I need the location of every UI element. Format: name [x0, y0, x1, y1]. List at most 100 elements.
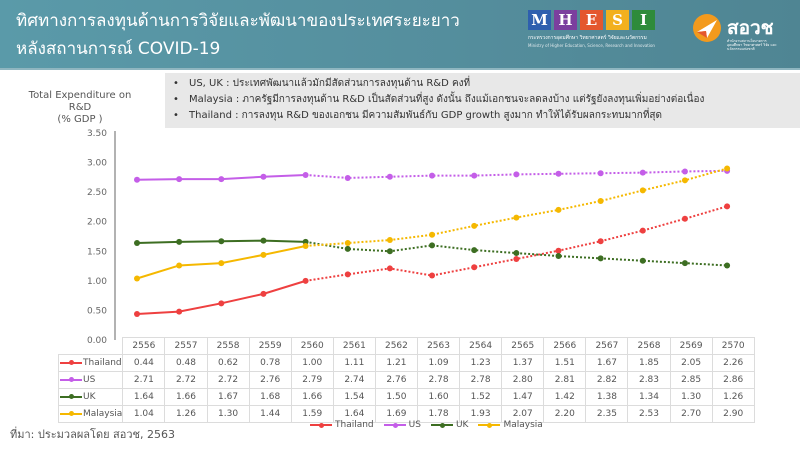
legend-item-uk: UK: [430, 420, 468, 430]
data-point: [344, 174, 351, 181]
data-point: [302, 277, 309, 284]
note-text: Malaysia : ภาครัฐมีการลงทุนด้าน R&D เป็น…: [189, 94, 705, 105]
table-year-header: 2568: [627, 337, 671, 355]
data-point: [134, 176, 140, 183]
data-point: [344, 271, 351, 278]
table-cell: 2.79: [290, 371, 334, 389]
table-cell: 2.20: [543, 405, 587, 423]
table-cell: 1.54: [332, 388, 376, 406]
note-item: • US, UK : ประเทศพัฒนาแล้วมักมีสัดส่วนการ…: [173, 76, 800, 92]
data-point: [260, 237, 267, 244]
data-point: [429, 272, 436, 279]
data-point: [386, 265, 393, 272]
data-point: [302, 242, 309, 249]
series-name: US: [83, 375, 96, 385]
data-point: [681, 177, 688, 184]
y-axis-title-line2: (% GDP ): [57, 114, 103, 125]
table-cell: 1.30: [669, 388, 713, 406]
table-cell: 2.90: [711, 405, 755, 423]
table-cell: 2.76: [374, 371, 418, 389]
data-point: [429, 231, 436, 238]
table-cell: 1.04: [122, 405, 166, 423]
data-point: [597, 170, 604, 177]
table-cell: 2.80: [501, 371, 545, 389]
data-point: [597, 255, 604, 262]
table-cell: 2.26: [711, 354, 755, 372]
series-name: Malaysia: [83, 409, 123, 419]
table-cell: 1.85: [627, 354, 671, 372]
table-cell: 2.81: [543, 371, 587, 389]
data-point: [555, 247, 562, 254]
table-cell: 2.05: [669, 354, 713, 372]
y-tick-label: 1.50: [87, 247, 107, 257]
data-point: [513, 214, 520, 221]
legend-item-us: US: [383, 420, 421, 430]
data-point: [471, 247, 478, 254]
data-point: [386, 248, 393, 255]
data-point: [218, 176, 225, 183]
table-year-header: 2564: [459, 337, 503, 355]
note-text: US, UK : ประเทศพัฒนาแล้วมักมีสัดส่วนการล…: [189, 78, 471, 89]
legend-line-icon: [310, 422, 332, 428]
chart-legend: Thailand US UK Malaysia: [310, 420, 543, 430]
table-year-header: 2560: [290, 337, 334, 355]
table-cell: 2.85: [669, 371, 713, 389]
table-cell: 0.62: [206, 354, 250, 372]
data-point: [639, 187, 646, 194]
data-point: [176, 308, 183, 315]
data-point: [302, 238, 309, 245]
series-key-icon: [60, 377, 82, 382]
table-cell: 1.66: [164, 388, 208, 406]
table-cell: 2.53: [627, 405, 671, 423]
data-point: [386, 173, 393, 180]
series-thailand: [134, 203, 731, 317]
y-tick-label: 0.50: [87, 306, 107, 316]
data-point: [639, 227, 646, 234]
data-point: [471, 222, 478, 229]
data-point: [471, 264, 478, 271]
ora-paper-plane-icon: [693, 14, 721, 42]
table-cell: 1.64: [122, 388, 166, 406]
data-point: [260, 251, 267, 258]
data-point: [681, 215, 688, 222]
data-point: [134, 275, 140, 282]
bullet-icon: •: [173, 110, 179, 121]
table-cell: 1.37: [501, 354, 545, 372]
legend-label: Malaysia: [503, 420, 543, 430]
series-us: [134, 167, 731, 183]
ora-subtitle: สำนักงานสภานโยบายการอุดมศึกษา วิทยาศาสตร…: [727, 39, 777, 51]
mhesi-letter-e: E: [580, 10, 603, 30]
data-point: [218, 300, 225, 307]
mhesi-letter-s: S: [606, 10, 629, 30]
table-row: UK 1.64 1.66 1.67 1.68 1.66 1.54 1.50 1.60 1.52 1.…: [57, 388, 755, 406]
table-row-label: Malaysia: [57, 405, 124, 423]
table-row-label: UK: [57, 388, 124, 406]
table-cell: 1.69: [374, 405, 418, 423]
data-point: [681, 260, 688, 267]
table-year-header: 2569: [669, 337, 713, 355]
data-point: [134, 310, 140, 317]
data-point: [724, 262, 731, 269]
data-point: [555, 206, 562, 213]
mhesi-thai-name: กระทรวงการอุดมศึกษา วิทยาศาสตร์ วิจัยและ…: [528, 35, 647, 41]
table-cell: 1.64: [332, 405, 376, 423]
table-year-header: 2558: [206, 337, 250, 355]
data-point: [260, 173, 267, 180]
bullet-icon: •: [173, 78, 179, 89]
data-point: [429, 172, 436, 179]
table-cell: 1.67: [585, 354, 629, 372]
series-name: UK: [83, 392, 96, 402]
table-year-header: 2570: [711, 337, 755, 355]
series-uk: [134, 237, 731, 269]
table-row: Thailand 0.44 0.48 0.62 0.78 1.00 1.11 1.21 1.09…: [57, 354, 755, 372]
page-title: ทิศทางการลงทุนด้านการวิจัยและพัฒนาของประ…: [16, 11, 460, 31]
legend-label: Thailand: [335, 420, 374, 430]
table-cell: 2.70: [669, 405, 713, 423]
table-cell: 0.44: [122, 354, 166, 372]
table-row: Malaysia 1.04 1.26 1.30 1.44 1.59 1.64 1.69 1.78…: [57, 405, 755, 423]
data-point: [176, 176, 183, 183]
table-cell: 1.00: [290, 354, 334, 372]
table-year-header: 2557: [164, 337, 208, 355]
data-point: [597, 238, 604, 245]
